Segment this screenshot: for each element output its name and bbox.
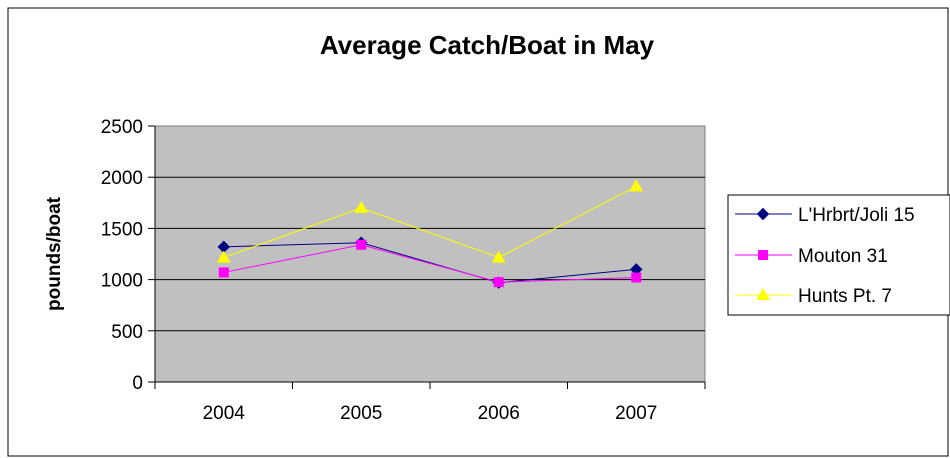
legend: L'Hrbrt/Joli 15 Mouton 31 Hunts Pt. 7: [727, 194, 950, 316]
y-tick-label: 500: [111, 322, 143, 343]
y-tick-label: 2500: [101, 117, 143, 138]
series-line: [223, 185, 637, 259]
series: [216, 179, 644, 263]
x-tick-label: 2004: [203, 403, 246, 424]
y-tick-labels: 0 500 1000 1500 2000 2500: [101, 117, 143, 394]
data-point-triangle: [216, 250, 231, 263]
legend-entry: Mouton 31: [735, 246, 888, 267]
y-tick-label: 2000: [101, 168, 143, 189]
data-point-square: [631, 272, 642, 283]
y-tick-label: 0: [132, 373, 143, 394]
legend-label: L'Hrbrt/Joli 15: [798, 205, 915, 226]
data-point-square: [758, 250, 768, 260]
plot-area: [154, 125, 706, 383]
x-tick-label: 2006: [478, 403, 520, 424]
gridlines: [155, 176, 705, 332]
data-point-diamond: [756, 207, 770, 221]
data-point-triangle: [756, 287, 770, 300]
legend-label: Hunts Pt. 7: [798, 286, 892, 307]
y-axis-label: pounds/boat: [44, 196, 65, 311]
data-point-triangle: [491, 250, 506, 263]
data-point-square: [218, 267, 229, 278]
series-group: [216, 179, 644, 289]
data-point-triangle: [354, 200, 369, 213]
y-tick-label: 1500: [101, 219, 143, 240]
series: [218, 239, 642, 288]
axes: [148, 125, 706, 389]
legend-entry: Hunts Pt. 7: [735, 286, 892, 307]
x-tick-labels: 2004 2005 2006 2007: [203, 403, 658, 424]
x-tick-label: 2007: [615, 403, 657, 424]
legend-entry: L'Hrbrt/Joli 15: [735, 205, 915, 226]
series-line: [223, 244, 637, 283]
legend-label: Mouton 31: [798, 246, 888, 267]
y-tick-label: 1000: [101, 271, 143, 292]
x-tick-label: 2005: [340, 403, 382, 424]
chart-title: Average Catch/Boat in May: [320, 30, 655, 60]
series-line: [223, 242, 637, 284]
data-point-square: [493, 277, 504, 288]
data-point-square: [356, 239, 367, 250]
data-point-triangle: [629, 179, 644, 192]
